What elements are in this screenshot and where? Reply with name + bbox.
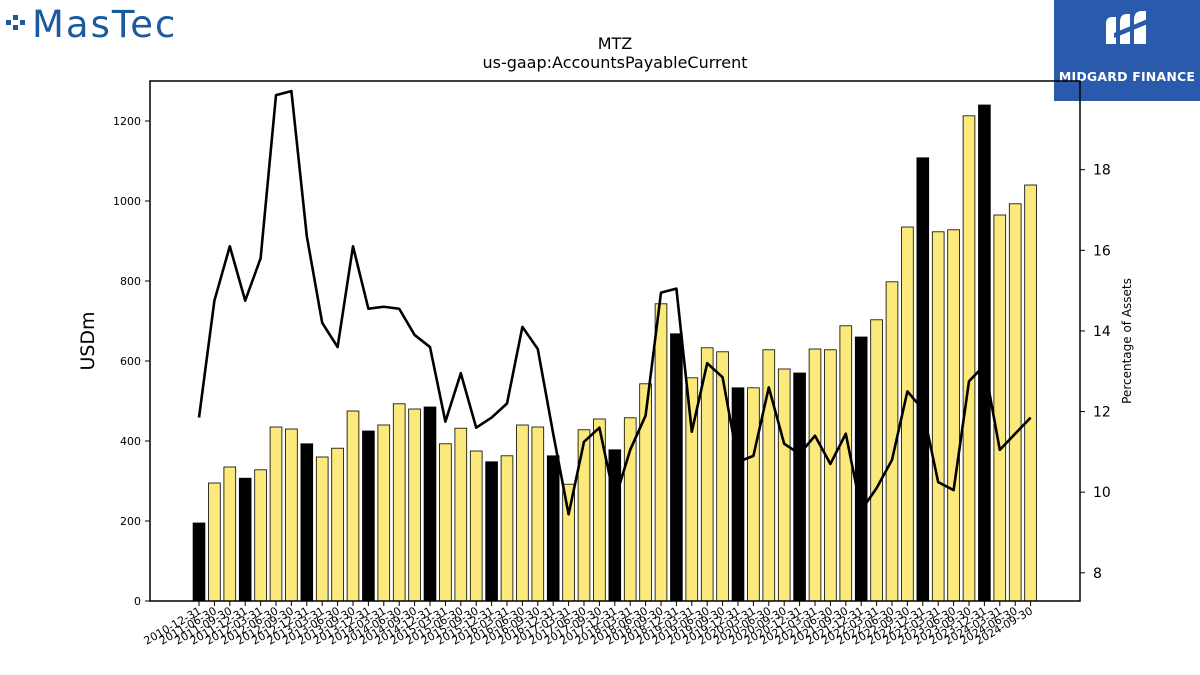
bar — [362, 430, 375, 602]
bar — [608, 449, 622, 602]
bar — [854, 336, 868, 602]
bar — [562, 483, 575, 602]
bar — [500, 455, 514, 602]
bar — [254, 469, 267, 602]
bar — [546, 455, 560, 602]
bar — [623, 417, 637, 602]
y-axis-label: USDm — [77, 311, 99, 370]
y2-tick-label: 18 — [1093, 163, 1111, 179]
mastec-logo-mark-icon — [6, 15, 25, 30]
midgard-logo-text: MIDGARD FINANCE — [1058, 69, 1196, 84]
x-axis: 2010-12-312011-06-302011-09-302011-12-31… — [142, 601, 1035, 648]
bar — [454, 427, 468, 602]
bar — [670, 333, 683, 602]
y-tick-label: 800 — [120, 275, 141, 288]
bar — [346, 410, 360, 602]
line-series — [197, 89, 1032, 516]
bar — [223, 466, 237, 602]
bar — [793, 372, 806, 602]
bar — [331, 447, 344, 602]
mastec-logo-text: MasTec — [32, 2, 178, 46]
bar — [870, 319, 883, 602]
y-tick-label: 1200 — [113, 115, 141, 128]
bar — [516, 424, 529, 602]
y2-tick-label: 10 — [1093, 485, 1111, 501]
bar — [916, 157, 930, 602]
bar — [808, 348, 822, 602]
bar — [839, 325, 853, 602]
bar — [777, 368, 791, 602]
bar — [731, 387, 745, 602]
y-axis: 0 200 400 600 800 1000 1200 — [113, 115, 150, 608]
bar — [469, 450, 483, 602]
bar — [439, 443, 452, 602]
bar — [192, 522, 206, 602]
y-tick-label: 1000 — [113, 195, 141, 208]
chart-title: MTZ — [598, 34, 633, 53]
bar — [392, 403, 406, 602]
bar — [716, 351, 729, 602]
midgard-logo-mark-icon — [1106, 11, 1150, 44]
bar — [485, 461, 498, 602]
bar — [423, 406, 437, 602]
y-tick-label: 0 — [134, 595, 141, 608]
bar — [408, 408, 421, 602]
bar — [993, 214, 1007, 602]
bar — [377, 424, 391, 602]
y2-tick-label: 14 — [1093, 324, 1111, 340]
y2-axis: 8 10 12 14 16 18 — [1080, 163, 1111, 582]
y2-tick-label: 16 — [1093, 243, 1111, 259]
y2-tick-label: 12 — [1093, 405, 1111, 421]
bar — [962, 115, 976, 602]
mastec-logo: MasTec — [6, 2, 178, 46]
y-tick-label: 200 — [120, 515, 141, 528]
bar — [824, 349, 837, 602]
bar — [978, 104, 991, 602]
midgard-finance-logo: MIDGARD FINANCE — [1054, 0, 1200, 101]
bar-series — [192, 104, 1037, 602]
bar — [1008, 203, 1022, 602]
bar — [285, 428, 298, 602]
bar — [931, 231, 945, 602]
bar — [208, 482, 221, 602]
y2-axis-label: Percentage of Assets — [1120, 278, 1134, 404]
bar — [238, 477, 252, 602]
bar — [947, 229, 960, 602]
y-tick-label: 600 — [120, 355, 141, 368]
bar — [300, 443, 314, 602]
bar — [654, 303, 668, 602]
bar — [531, 426, 545, 602]
chart-subtitle: us-gaap:AccountsPayableCurrent — [482, 53, 747, 72]
bar — [1024, 184, 1037, 602]
y2-tick-label: 8 — [1093, 566, 1102, 582]
y-tick-label: 400 — [120, 435, 141, 448]
bar — [747, 387, 760, 602]
percentage-line — [197, 89, 1032, 516]
bar — [269, 426, 283, 602]
bar — [315, 456, 329, 602]
